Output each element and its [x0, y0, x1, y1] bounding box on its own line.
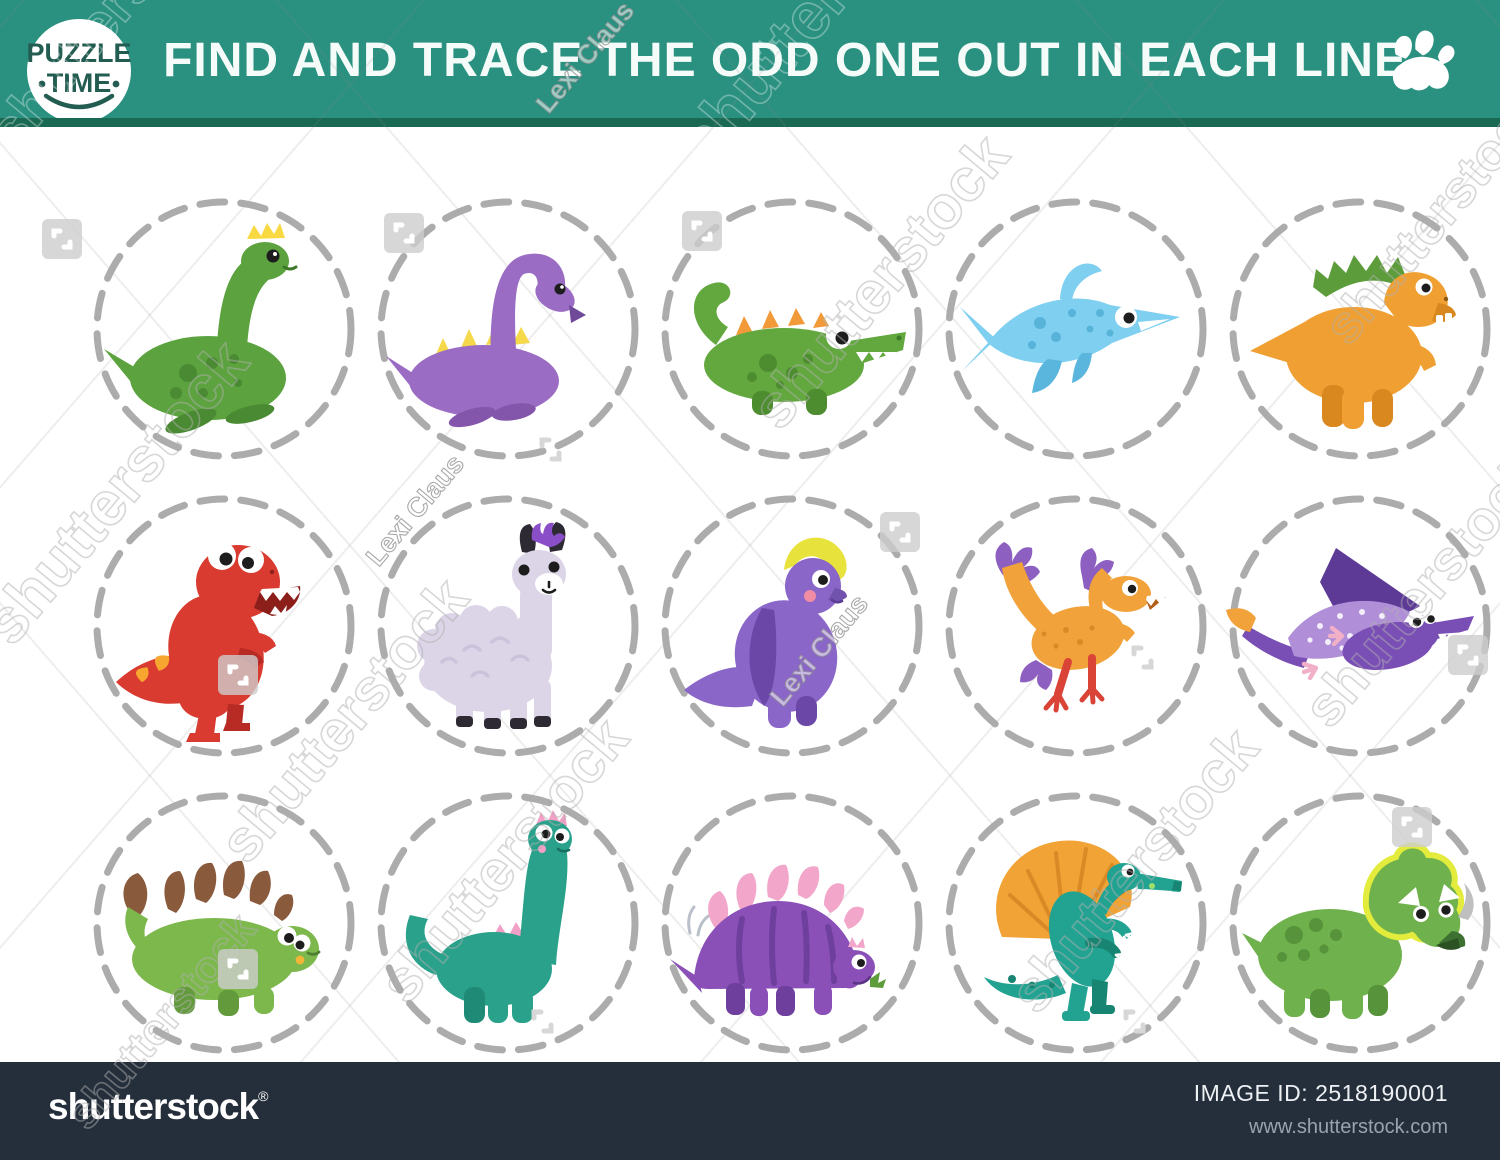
llama-illustration [377, 495, 639, 757]
stegosaurus-purple-illustration [661, 792, 923, 1054]
logo-line1: PUZZLE [27, 38, 132, 68]
puzzle-time-logo: PUZZLE TIME [27, 19, 132, 123]
logo-line2: TIME [47, 68, 112, 98]
pterodactyl-illustration [1226, 495, 1491, 757]
puzzle-cell-ichthyosaurus [940, 193, 1212, 465]
parasaurolophus-illustration [661, 495, 923, 757]
puzzle-cell-brontosaurus [372, 787, 644, 1059]
header-banner: PUZZLE TIME FIND AND TRACE THE ODD ONE O… [0, 0, 1500, 123]
page-title: FIND AND TRACE THE ODD ONE OUT IN EACH L… [163, 33, 1407, 87]
puzzle-cell-spinosaurus [940, 787, 1212, 1059]
nothosaurus-illustration [661, 198, 923, 460]
image-id-text: IMAGE ID: 2518190001 [1193, 1080, 1448, 1106]
watermark-camera-icon [42, 219, 82, 259]
puzzle-cell-nothosaurus [656, 193, 928, 465]
shutterstock-footer-bar: shutterstock® IMAGE ID: 2518190001 www.s… [0, 1062, 1500, 1160]
puzzle-cell-velociraptor [940, 490, 1212, 762]
banner-accent-strip [0, 118, 1500, 127]
iguanodon-illustration [1229, 198, 1491, 460]
velociraptor-illustration [945, 495, 1207, 757]
tyrannosaurus-illustration [93, 495, 355, 757]
puzzle-cell-triceratops [1224, 787, 1496, 1059]
plesiosaurus-green-illustration [93, 198, 355, 460]
plesiosaurus-purple-illustration [377, 198, 639, 460]
registered-mark: ® [258, 1088, 268, 1104]
spinosaurus-illustration [945, 792, 1207, 1054]
puzzle-cell-pterodactyl [1224, 490, 1496, 762]
puzzle-cell-tyrannosaurus [88, 490, 360, 762]
website-url-text: www.shutterstock.com [1249, 1116, 1448, 1138]
puzzle-cell-iguanodon [1224, 193, 1496, 465]
dinosaur-footprint-icon [1392, 30, 1455, 91]
puzzle-cell-llama [372, 490, 644, 762]
puzzle-cell-parasaurolophus [656, 490, 928, 762]
shutterstock-logo: shutterstock® [48, 1086, 268, 1128]
brontosaurus-illustration [377, 792, 639, 1054]
puzzle-cell-plesiosaurus-purple [372, 193, 644, 465]
shutterstock-logo-text: shutterstock [48, 1086, 259, 1127]
puzzle-cell-stegosaurus-purple [656, 787, 928, 1059]
puzzle-cell-stegosaurus-green [88, 787, 360, 1059]
puzzle-cell-plesiosaurus-green [88, 193, 360, 465]
ichthyosaurus-illustration [945, 198, 1207, 460]
triceratops-illustration [1229, 792, 1491, 1054]
stegosaurus-green-illustration [93, 792, 355, 1054]
